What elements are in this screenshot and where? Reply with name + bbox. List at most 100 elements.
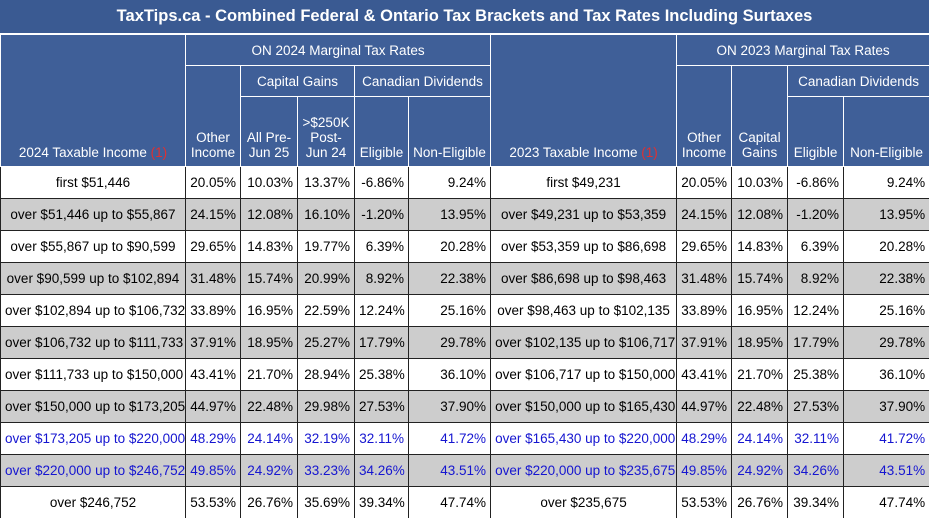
eligible-div-2024-cell: 32.11%: [354, 422, 409, 455]
non-eligible-div-2023-cell: 36.10%: [843, 358, 929, 391]
income-2024-cell: over $106,732 up to $111,733: [0, 326, 186, 359]
header-2023-income-sublabel: Income: [681, 145, 727, 160]
header-over250-line1: >$250K: [302, 115, 350, 130]
other-income-2023-cell: 31.48%: [676, 262, 733, 295]
income-2023-cell: over $220,000 up to $235,675: [490, 454, 678, 487]
income-2023-cell: over $106,717 up to $150,000: [490, 358, 678, 391]
non-eligible-div-2024-cell: 47.74%: [407, 486, 492, 518]
income-2024-cell: over $220,000 up to $246,752: [0, 454, 186, 487]
table-row: over $90,599 up to $102,894 31.48% 15.74% 2…: [0, 262, 929, 295]
eligible-div-2023-cell: 12.24%: [787, 294, 845, 327]
income-2023-cell: over $53,359 up to $86,698: [490, 230, 678, 263]
non-eligible-div-2023-cell: 41.72%: [843, 422, 929, 455]
other-income-2024-cell: 20.05%: [185, 166, 241, 199]
eligible-div-2024-cell: 27.53%: [354, 390, 409, 423]
non-eligible-div-2024-cell: 43.51%: [407, 454, 492, 487]
eligible-div-2024-cell: 34.26%: [354, 454, 409, 487]
cg-pre-2024-cell: 12.08%: [240, 198, 298, 231]
table-row: over $246,752 53.53% 26.76% 35.69% 39.34% 47.…: [0, 486, 929, 518]
income-2023-cell: over $86,698 up to $98,463: [490, 262, 678, 295]
header-2023-other-income: Other Income: [676, 65, 733, 167]
other-income-2023-cell: 29.65%: [676, 230, 733, 263]
cg-2023-cell: 16.95%: [731, 294, 789, 327]
tax-rates-table: 2024 Taxable Income (1) ON 2024 Marginal…: [0, 34, 929, 518]
income-2023-cell: over $165,430 up to $220,000: [490, 422, 678, 455]
eligible-div-2024-cell: 12.24%: [354, 294, 409, 327]
non-eligible-div-2023-cell: 47.74%: [843, 486, 929, 518]
other-income-2023-cell: 24.15%: [676, 198, 733, 231]
header-on-2024-rates: ON 2024 Marginal Tax Rates: [184, 34, 492, 66]
non-eligible-div-2023-cell: 43.51%: [843, 454, 929, 487]
footnote-link-2023[interactable]: (1): [641, 145, 658, 160]
header-on-2023-rates: ON 2023 Marginal Tax Rates: [676, 34, 929, 66]
cg-2023-cell: 18.95%: [731, 326, 789, 359]
income-2024-cell: over $111,733 up to $150,000: [0, 358, 186, 391]
header-2024-canadian-dividends: Canadian Dividends: [353, 65, 492, 97]
header-2023-income-label: 2023 Taxable Income: [509, 145, 638, 160]
table-row: over $51,446 up to $55,867 24.15% 12.08% 16…: [0, 198, 929, 231]
eligible-div-2023-cell: -1.20%: [787, 198, 845, 231]
eligible-div-2024-cell: -1.20%: [354, 198, 409, 231]
other-income-2023-cell: 20.05%: [676, 166, 733, 199]
footnote-link-2024[interactable]: (1): [150, 145, 168, 160]
header-2024-cg-over-250k: >$250K Post- Jun 24: [297, 96, 355, 167]
non-eligible-div-2023-cell: 20.28%: [843, 230, 929, 263]
table-row: over $150,000 up to $173,205 44.97% 22.48%…: [0, 390, 929, 423]
other-income-2023-cell: 53.53%: [676, 486, 733, 518]
non-eligible-div-2024-cell: 36.10%: [407, 358, 492, 391]
other-income-2024-cell: 44.97%: [185, 390, 241, 423]
table-row: over $106,732 up to $111,733 37.91% 18.95%…: [0, 326, 929, 359]
eligible-div-2023-cell: 39.34%: [787, 486, 845, 518]
eligible-div-2023-cell: 27.53%: [787, 390, 845, 423]
income-2023-cell: over $150,000 up to $165,430: [490, 390, 678, 423]
income-2023-cell: first $49,231: [490, 166, 678, 199]
other-income-2024-cell: 53.53%: [185, 486, 241, 518]
non-eligible-div-2023-cell: 13.95%: [843, 198, 929, 231]
cg-over250k-2024-cell: 33.23%: [297, 454, 355, 487]
income-2023-cell: over $98,463 up to $102,135: [490, 294, 678, 327]
other-income-2023-cell: 37.91%: [676, 326, 733, 359]
eligible-div-2024-cell: -6.86%: [354, 166, 409, 199]
header-2024-other-label: Other: [196, 130, 230, 145]
income-2024-cell: over $246,752: [0, 486, 186, 518]
income-2023-cell: over $49,231 up to $53,359: [490, 198, 678, 231]
other-income-2024-cell: 49.85%: [185, 454, 241, 487]
non-eligible-div-2023-cell: 29.78%: [843, 326, 929, 359]
non-eligible-div-2024-cell: 29.78%: [407, 326, 492, 359]
cg-pre-2024-cell: 24.92%: [240, 454, 298, 487]
cg-2023-cell: 21.70%: [731, 358, 789, 391]
header-2023-taxable-income: 2023 Taxable Income (1): [490, 34, 678, 167]
cg-over250k-2024-cell: 35.69%: [297, 486, 355, 518]
header-2024-cg-all-pre: All Pre- Jun 25: [240, 96, 298, 167]
income-2024-cell: over $150,000 up to $173,205: [0, 390, 186, 423]
cg-pre-2024-cell: 14.83%: [240, 230, 298, 263]
eligible-div-2024-cell: 6.39%: [354, 230, 409, 263]
eligible-div-2023-cell: 8.92%: [787, 262, 845, 295]
non-eligible-div-2024-cell: 37.90%: [407, 390, 492, 423]
header-2024-other-income: Other Income: [185, 65, 241, 167]
non-eligible-div-2023-cell: 37.90%: [843, 390, 929, 423]
cg-pre-2024-cell: 16.95%: [240, 294, 298, 327]
cg-pre-2024-cell: 22.48%: [240, 390, 298, 423]
table-row: over $173,205 up to $220,000 48.29% 24.14%…: [0, 422, 929, 455]
table-row: over $220,000 up to $246,752 49.85% 24.92%…: [0, 454, 929, 487]
table-row: over $102,894 up to $106,732 33.89% 16.95%…: [0, 294, 929, 327]
table-row: over $55,867 up to $90,599 29.65% 14.83% 19…: [0, 230, 929, 263]
cg-over250k-2024-cell: 20.99%: [297, 262, 355, 295]
header-allpre-line1: All Pre-: [246, 130, 292, 145]
eligible-div-2024-cell: 25.38%: [354, 358, 409, 391]
header-2023-capital-label: Capital: [738, 130, 781, 145]
header-2023-non-eligible: Non-Eligible: [843, 96, 929, 167]
cg-over250k-2024-cell: 32.19%: [297, 422, 355, 455]
header-2023-eligible: Eligible: [787, 96, 845, 167]
eligible-div-2024-cell: 39.34%: [354, 486, 409, 518]
other-income-2024-cell: 29.65%: [185, 230, 241, 263]
income-2024-cell: over $90,599 up to $102,894: [0, 262, 186, 295]
header-over250-line2: Post-: [310, 130, 342, 145]
non-eligible-div-2024-cell: 22.38%: [407, 262, 492, 295]
other-income-2024-cell: 48.29%: [185, 422, 241, 455]
eligible-div-2024-cell: 17.79%: [354, 326, 409, 359]
cg-2023-cell: 24.92%: [731, 454, 789, 487]
income-2023-cell: over $102,135 up to $106,717: [490, 326, 678, 359]
